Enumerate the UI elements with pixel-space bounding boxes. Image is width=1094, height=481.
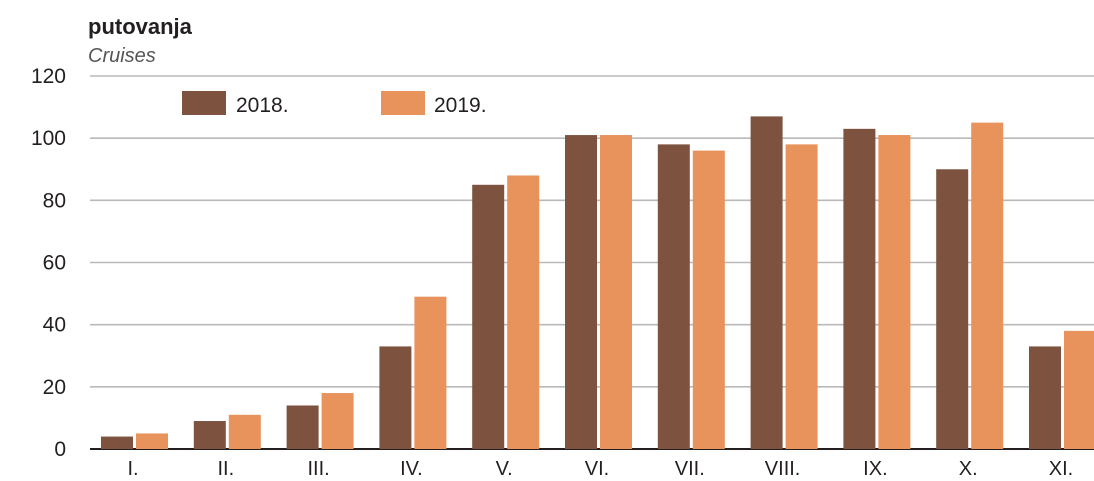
bar-2019-X	[971, 122, 1004, 449]
bar-2018-VI	[565, 135, 597, 449]
bar-2019-VIII	[785, 144, 818, 449]
y-tick-label: 0	[54, 438, 66, 461]
y-tick-label: 100	[31, 127, 66, 150]
bar-2019-VI	[600, 135, 632, 449]
bar-2018-II	[193, 421, 226, 449]
bar-2018-IX	[843, 128, 876, 449]
bar-2019-V	[507, 175, 540, 449]
chart-subtitle: Cruises	[88, 45, 156, 67]
bar-2018-X	[936, 169, 969, 449]
bar-2019-VII	[692, 150, 725, 449]
y-tick-label: 120	[31, 65, 66, 88]
x-tick-label: XI.	[1049, 458, 1073, 480]
x-tick-label: VII.	[675, 458, 705, 480]
bar-2018-III	[286, 405, 319, 449]
bar-2018-IV	[379, 346, 412, 449]
bars	[101, 116, 1094, 450]
x-tick-label: X.	[959, 458, 978, 480]
chart-title: putovanja	[88, 14, 193, 39]
bar-2018-V	[472, 184, 505, 449]
y-tick-label: 80	[43, 189, 66, 212]
bar-2019-XI	[1064, 330, 1094, 449]
bar-2019-II	[228, 414, 261, 449]
bar-2019-I	[136, 433, 168, 449]
x-tick-label: IX.	[863, 458, 887, 480]
legend: 2018. 2019.	[182, 91, 487, 117]
legend-label-2019: 2019.	[434, 94, 487, 117]
x-tick-label: I.	[127, 458, 138, 480]
legend-swatch-2019	[381, 91, 425, 115]
x-tick-label: V.	[496, 458, 513, 480]
bar-2018-I	[101, 436, 133, 449]
bar-2018-VII	[657, 144, 690, 449]
x-tick-label: IV.	[400, 458, 423, 480]
x-axis-ticks: I. II. III. IV. V. VI. VII. VIII. IX. X. XI.	[127, 458, 1073, 480]
x-tick-label: VI.	[585, 458, 609, 480]
y-tick-label: 20	[43, 376, 66, 399]
legend-label-2018: 2018.	[236, 94, 289, 117]
x-tick-label: III.	[307, 458, 329, 480]
bar-2018-VIII	[750, 116, 783, 450]
bar-2019-IX	[878, 135, 911, 449]
x-tick-label: II.	[217, 458, 234, 480]
bar-2019-IV	[414, 296, 447, 449]
bar-2018-XI	[1029, 346, 1061, 449]
bar-2019-III	[321, 393, 354, 449]
x-tick-label: VIII.	[765, 458, 801, 480]
y-axis-ticks: 0 20 40 60 80 100 120	[31, 65, 66, 461]
y-tick-label: 40	[43, 314, 66, 337]
legend-swatch-2018	[182, 91, 226, 115]
y-tick-label: 60	[43, 252, 66, 275]
